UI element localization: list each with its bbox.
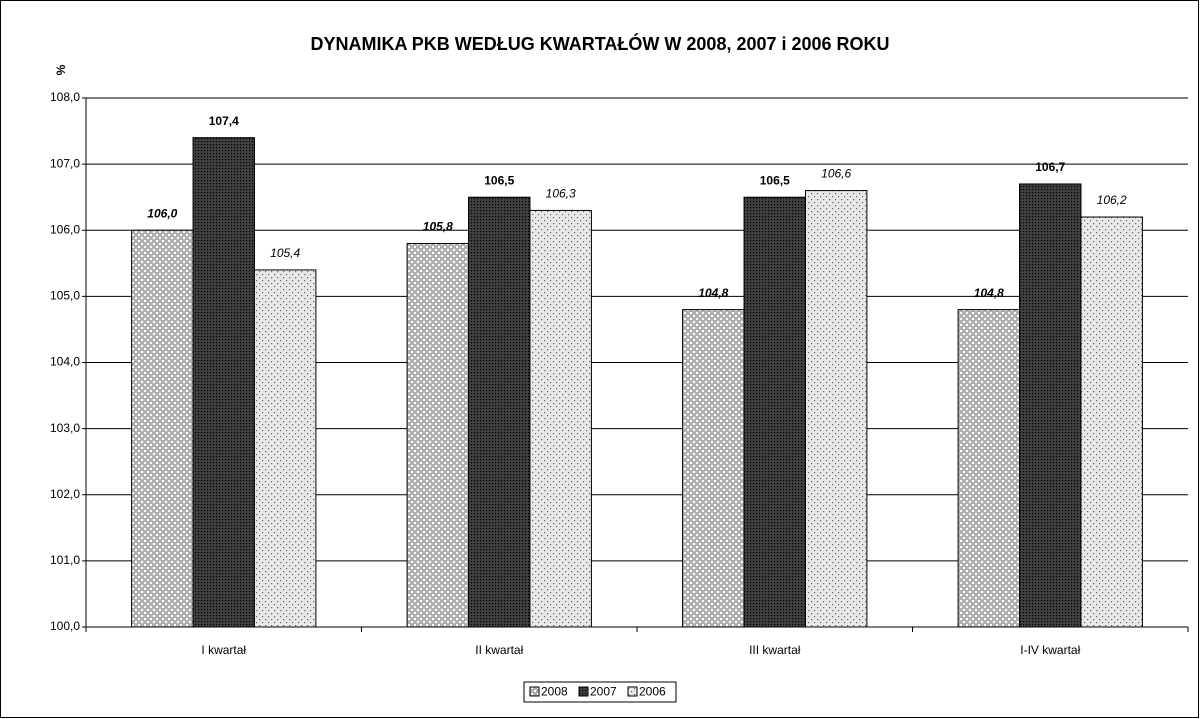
y-tick-label: 106,0	[50, 222, 80, 236]
value-label: 107,4	[209, 114, 239, 128]
bar	[1080, 216, 1143, 628]
value-label: 106,5	[760, 173, 790, 187]
value-label: 106,2	[1097, 193, 1127, 207]
value-label: 106,0	[147, 206, 177, 220]
y-tick-label: 105,0	[50, 289, 80, 303]
legend-label: 2008	[541, 685, 568, 699]
y-tick-label: 104,0	[50, 355, 80, 369]
value-label: 104,8	[974, 286, 1004, 300]
legend-label: 2007	[590, 685, 617, 699]
x-tick-label: III kwartał	[749, 643, 801, 657]
legend-box	[523, 681, 677, 703]
bar	[131, 229, 194, 628]
y-tick-label: 108,0	[50, 90, 80, 104]
value-label: 106,7	[1035, 160, 1065, 174]
bar	[957, 309, 1021, 628]
value-label: 105,4	[270, 246, 300, 260]
value-label: 105,8	[423, 220, 453, 234]
legend-swatch	[627, 686, 638, 697]
value-label: 106,3	[546, 187, 576, 201]
bar	[192, 137, 255, 628]
bar	[468, 196, 531, 628]
bar	[253, 269, 317, 628]
bar	[1019, 183, 1082, 628]
x-tick-label: I kwartał	[201, 643, 246, 657]
bar	[804, 190, 868, 628]
y-axis-label: %	[54, 64, 68, 75]
y-tick-label: 107,0	[50, 156, 80, 170]
bar	[529, 209, 592, 628]
value-label: 106,6	[821, 167, 851, 181]
legend-swatch	[529, 686, 540, 697]
y-tick-label: 103,0	[50, 421, 80, 435]
legend-swatch	[578, 686, 589, 697]
bar	[406, 242, 470, 628]
chart-title: DYNAMIKA PKB WEDŁUG KWARTAŁÓW W 2008, 20…	[310, 33, 889, 54]
y-tick-label: 100,0	[50, 619, 80, 633]
y-tick-label: 102,0	[50, 487, 80, 501]
legend-label: 2006	[639, 685, 666, 699]
value-label: 104,8	[698, 286, 728, 300]
x-tick-label: I-IV kwartał	[1020, 643, 1080, 657]
bar	[682, 309, 745, 628]
x-tick-label: II kwartał	[475, 643, 523, 657]
bar	[743, 196, 806, 628]
value-label: 106,5	[484, 173, 514, 187]
y-tick-label: 101,0	[50, 553, 80, 567]
